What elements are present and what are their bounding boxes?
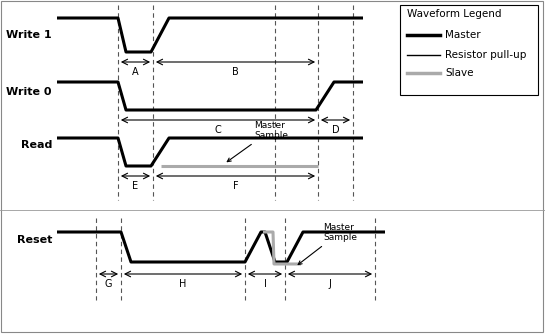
Text: Master
Sample: Master Sample: [227, 121, 288, 162]
Text: Read: Read: [21, 140, 52, 150]
Text: Master
Sample: Master Sample: [298, 222, 357, 265]
Text: Resistor pull-up: Resistor pull-up: [445, 50, 526, 60]
Text: J: J: [329, 279, 331, 289]
Text: Reset: Reset: [17, 235, 52, 245]
Text: Master: Master: [445, 30, 481, 40]
Text: Waveform Legend: Waveform Legend: [407, 9, 501, 19]
Text: C: C: [215, 125, 221, 135]
Text: A: A: [132, 67, 139, 77]
Text: F: F: [233, 181, 238, 191]
Text: Write 0: Write 0: [7, 87, 52, 97]
Text: H: H: [179, 279, 187, 289]
Text: Write 1: Write 1: [7, 30, 52, 40]
Text: B: B: [232, 67, 239, 77]
Text: I: I: [264, 279, 267, 289]
Text: G: G: [105, 279, 112, 289]
FancyBboxPatch shape: [400, 5, 538, 95]
Text: E: E: [132, 181, 138, 191]
Text: D: D: [332, 125, 340, 135]
Text: Slave: Slave: [445, 68, 474, 78]
